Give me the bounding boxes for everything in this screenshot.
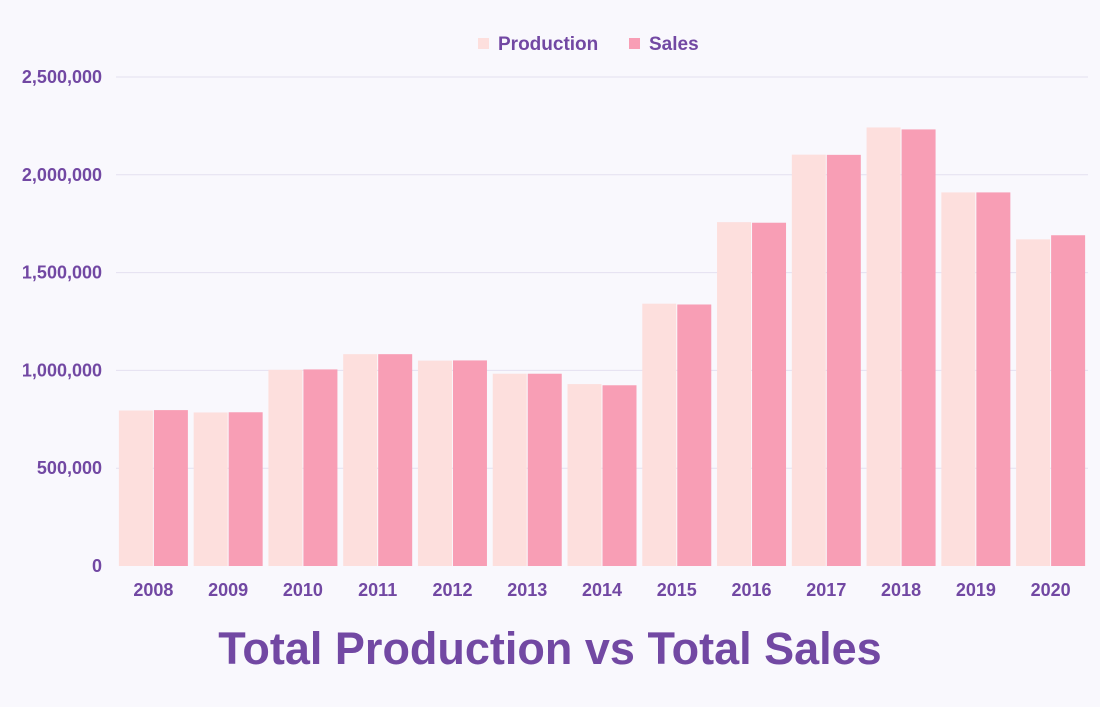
y-axis: 0 500,000 1,000,000 1,500,000 2,000,000 2,500…	[22, 67, 102, 576]
y-tick-label: 1,500,000	[22, 263, 102, 283]
bar-production-2017	[791, 154, 826, 566]
legend-label-sales: Sales	[649, 34, 699, 55]
bar-production-2009	[193, 412, 228, 566]
legend-label-production: Production	[498, 34, 598, 55]
bar-sales-2011	[378, 354, 413, 566]
bar-production-2013	[492, 373, 527, 566]
legend-swatch-production	[478, 38, 489, 49]
bar-sales-2020	[1051, 235, 1086, 566]
x-tick-label: 2018	[881, 580, 921, 600]
legend: Production Sales	[478, 34, 699, 55]
bar-sales-2012	[452, 360, 487, 566]
bar-sales-2016	[752, 222, 787, 567]
bar-sales-2018	[901, 129, 936, 566]
legend-swatch-sales	[629, 38, 640, 49]
x-tick-label: 2009	[208, 580, 248, 600]
bar-sales-2019	[976, 192, 1011, 567]
x-tick-label: 2015	[657, 580, 697, 600]
bar-production-2014	[567, 384, 602, 566]
y-tick-label: 0	[92, 556, 102, 576]
bar-sales-2013	[527, 373, 562, 566]
bar-production-2019	[941, 192, 976, 567]
bar-sales-2008	[153, 410, 188, 566]
bar-production-2020	[1016, 239, 1051, 566]
x-tick-label: 2020	[1031, 580, 1071, 600]
bar-production-2015	[642, 303, 677, 566]
x-tick-label: 2010	[283, 580, 323, 600]
x-tick-label: 2008	[133, 580, 173, 600]
y-tick-label: 1,000,000	[22, 360, 102, 380]
bar-sales-2009	[228, 412, 263, 566]
x-tick-label: 2013	[507, 580, 547, 600]
bar-sales-2010	[303, 369, 338, 566]
bar-production-2012	[417, 360, 452, 566]
y-tick-label: 2,000,000	[22, 165, 102, 185]
x-axis: 2008 2009 2010 2011 2012 2013 2014 2015 2016 2017…	[133, 580, 1070, 600]
bar-production-2011	[343, 354, 378, 566]
bar-production-2010	[268, 369, 303, 566]
x-tick-label: 2017	[806, 580, 846, 600]
x-tick-label: 2012	[432, 580, 472, 600]
bars	[118, 127, 1086, 567]
x-tick-label: 2014	[582, 580, 622, 600]
bar-sales-2014	[602, 385, 637, 566]
x-tick-label: 2016	[732, 580, 772, 600]
y-tick-label: 2,500,000	[22, 67, 102, 87]
y-tick-label: 500,000	[37, 458, 102, 478]
bar-production-2018	[866, 127, 901, 567]
bar-production-2016	[717, 222, 752, 566]
x-tick-label: 2011	[358, 580, 397, 600]
bar-sales-2015	[677, 304, 712, 566]
x-tick-label: 2019	[956, 580, 996, 600]
bar-production-2008	[118, 410, 153, 566]
bar-sales-2017	[826, 154, 861, 566]
chart-title: Total Production vs Total Sales	[218, 623, 882, 674]
